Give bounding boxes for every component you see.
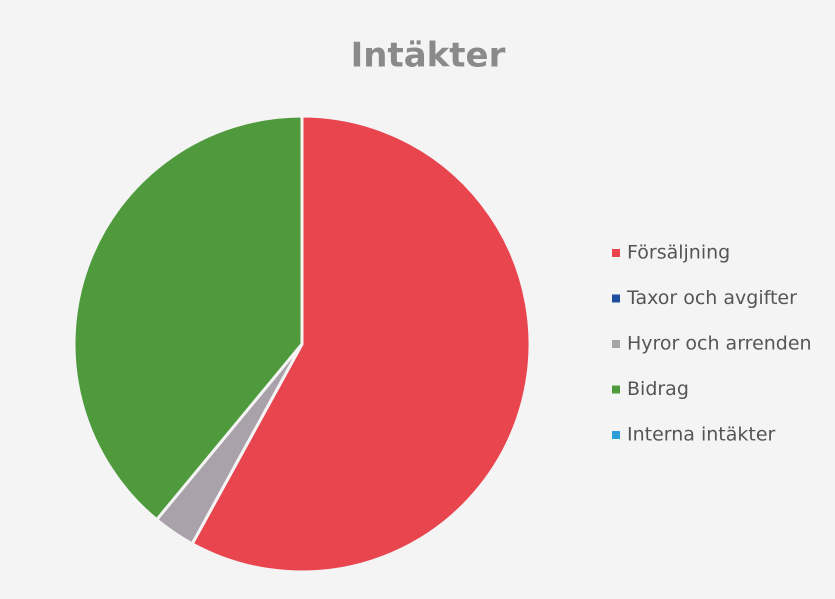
legend-swatch (612, 431, 620, 439)
pie-slice (72, 114, 304, 522)
chart-title: Intäkter (351, 36, 506, 76)
legend-swatch (612, 249, 620, 257)
legend-label: Försäljning (627, 242, 730, 264)
legend-swatch (612, 340, 620, 348)
legend-label: Bidrag (627, 378, 689, 400)
legend-swatch (612, 294, 620, 303)
pie-slice (190, 114, 532, 574)
legend-label: Taxor och avgifter (626, 287, 797, 309)
legend-swatch (612, 385, 620, 394)
legend-label: Hyror och arrenden (627, 333, 812, 355)
legend-label: Interna intäkter (627, 424, 776, 446)
